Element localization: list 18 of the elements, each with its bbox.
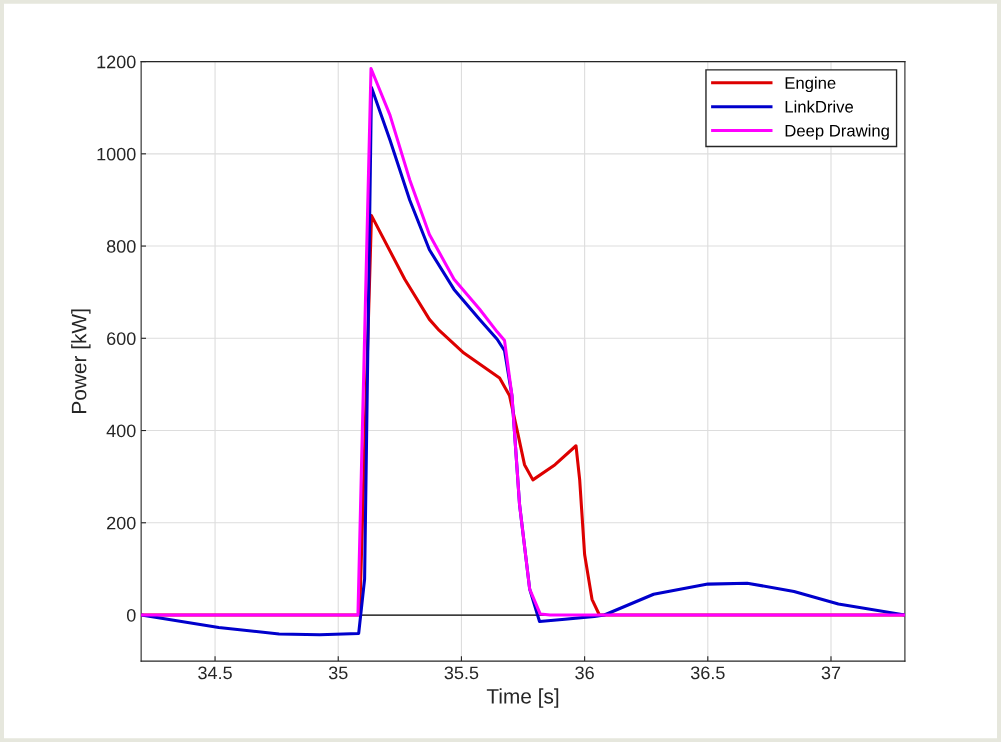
x-tick-label: 36: [575, 666, 594, 680]
y-tick-label: 600: [107, 332, 136, 346]
y-axis-title: Power [kW]: [71, 309, 91, 413]
legend-label: LinkDrive: [785, 100, 854, 113]
y-tick-label: 400: [106, 424, 136, 438]
y-tick-label: 1000: [97, 147, 136, 161]
y-tick-label: 200: [107, 516, 136, 530]
x-tick-label: 35: [328, 666, 348, 680]
x-tick-label: 35.5: [444, 666, 479, 680]
y-tick-label: 1200: [97, 55, 136, 69]
y-tick-label: 0: [126, 608, 136, 622]
x-axis-title: Time [s]: [486, 688, 559, 708]
y-tick-label: 800: [106, 239, 136, 253]
legend-label: Deep Drawing: [785, 124, 889, 140]
x-tick-label: 37: [821, 666, 841, 680]
legend-label: Engine: [785, 76, 836, 93]
x-tick-label: 34.5: [198, 666, 232, 680]
x-tick-label: 36.5: [690, 666, 725, 680]
